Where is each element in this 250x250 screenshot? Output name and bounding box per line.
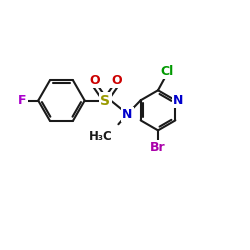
Text: F: F (18, 94, 26, 107)
Text: O: O (111, 74, 122, 87)
Text: O: O (89, 74, 100, 87)
Text: S: S (100, 94, 110, 108)
Text: Br: Br (150, 142, 166, 154)
Text: H₃C: H₃C (89, 130, 113, 143)
Text: N: N (173, 94, 184, 107)
Text: Cl: Cl (161, 66, 174, 78)
Text: N: N (122, 108, 133, 120)
